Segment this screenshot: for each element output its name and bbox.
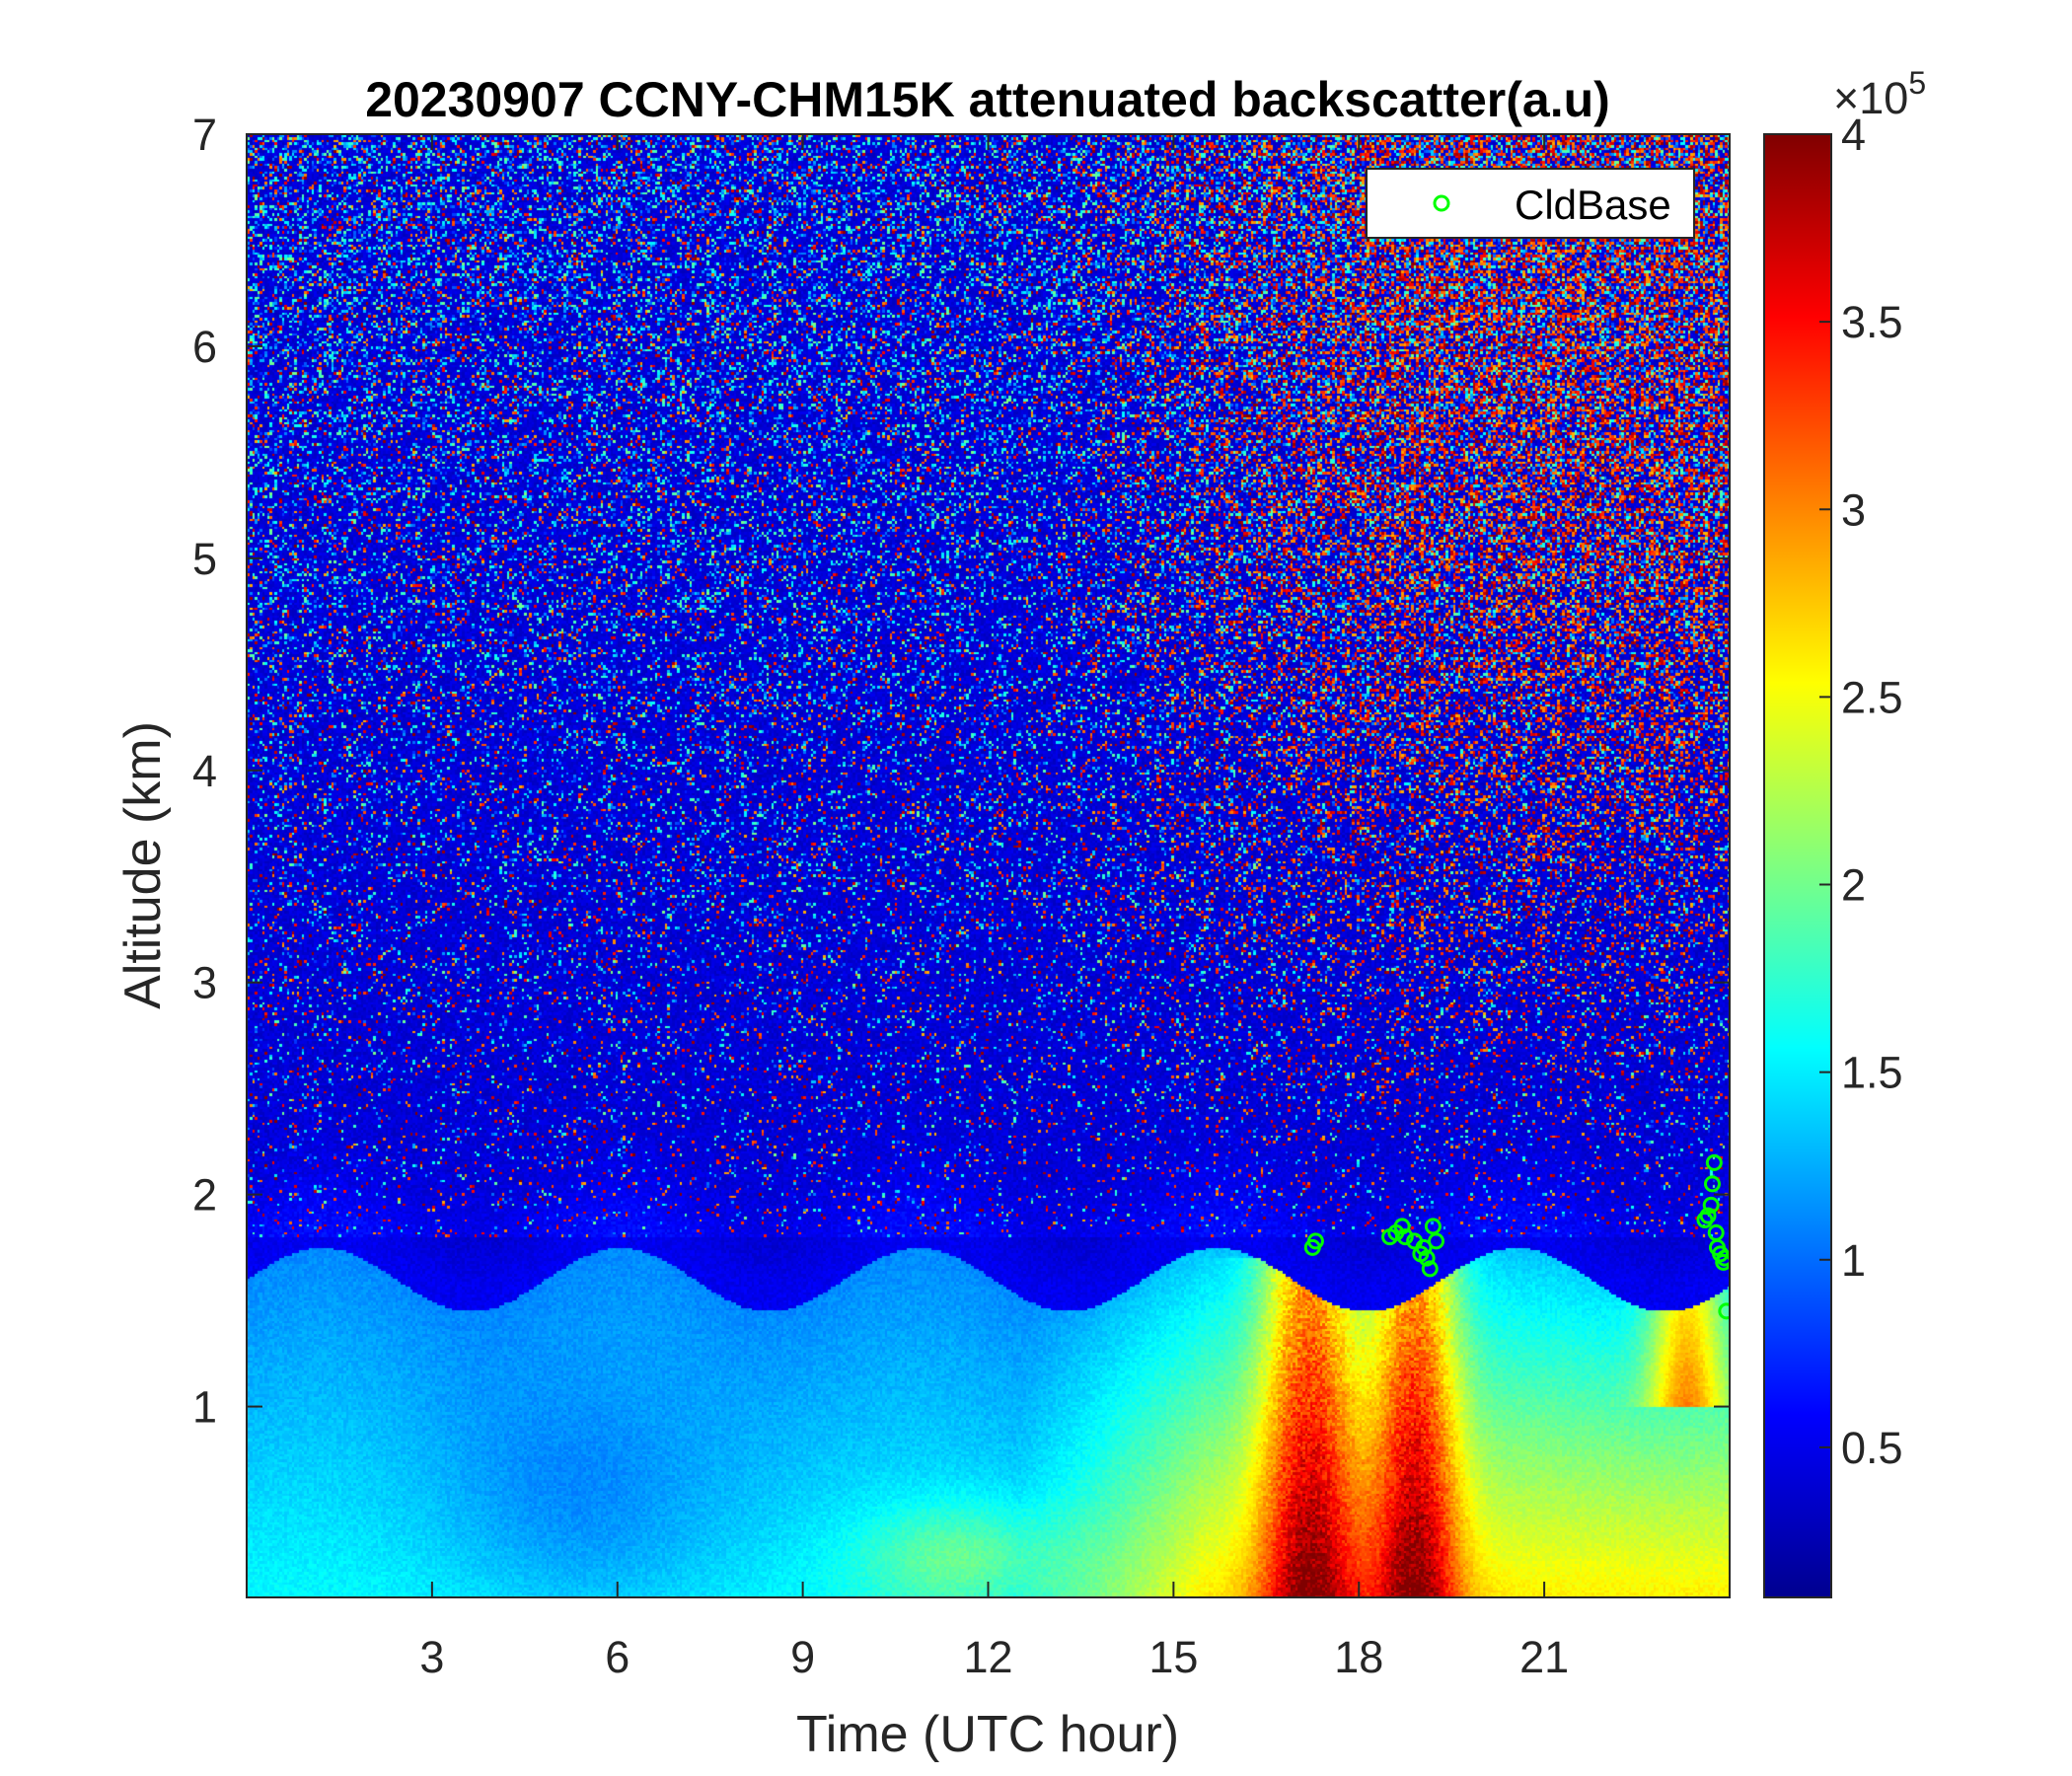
colorbar-exponent-power: 5 [1908,65,1926,101]
y-axis: 1 2 3 4 5 6 7 [192,110,1730,1433]
cloud-base-point [1396,1228,1414,1246]
y-tick-label: 3 [192,958,217,1008]
cloud-base-series [1303,1153,1730,1320]
x-axis: 3 6 9 12 15 18 21 [419,134,1569,1682]
x-tick-label: 21 [1519,1632,1569,1682]
cloud-base-point [1421,1260,1439,1278]
cloud-base-point [1306,1232,1324,1250]
colorbar-tick-label: 4 [1841,110,1866,160]
colorbar-ticks: 0.5 1 1.5 2 2.5 3 3.5 4 [1819,110,1903,1473]
colorbar: 0.5 1 1.5 2 2.5 3 3.5 4 ×105 [1763,65,1926,1598]
colorbar-tick-label: 2.5 [1841,672,1903,722]
y-tick-label: 7 [192,110,217,160]
legend-entry-cldbase: CldBase [1515,182,1671,228]
colorbar-tick-label: 0.5 [1841,1423,1903,1473]
x-tick-label: 12 [963,1632,1012,1682]
x-axis-label: Time (UTC hour) [796,1706,1179,1763]
cloud-base-point [1428,1232,1445,1250]
legend: CldBase [1366,168,1695,239]
cloud-base-point [1393,1218,1411,1235]
x-tick-label: 18 [1334,1632,1383,1682]
colorbar-tick-label: 2 [1841,860,1866,911]
cloud-base-point [1703,1175,1721,1193]
colorbar-exponent-base: ×10 [1833,73,1908,123]
legend-marker-cldbase [1433,194,1450,212]
x-tick-label: 9 [790,1632,815,1682]
cloud-base-point [1705,1153,1723,1171]
y-tick-label: 6 [192,322,217,372]
cloud-base-point [1424,1218,1442,1235]
legend-box [1366,168,1695,239]
x-tick-label: 15 [1148,1632,1198,1682]
colorbar-tick-label: 3.5 [1841,297,1903,347]
x-tick-label: 6 [605,1632,629,1682]
cloud-base-point [1699,1207,1717,1224]
y-tick-label: 1 [192,1382,217,1433]
cloud-base-point [1718,1302,1730,1320]
colorbar-gradient [1763,133,1832,1598]
colorbar-tick-label: 1.5 [1841,1048,1903,1098]
y-tick-label: 5 [192,534,217,584]
y-tick-label: 4 [192,746,217,796]
colorbar-tick-label: 1 [1841,1235,1866,1286]
cloud-base-point [1712,1245,1730,1263]
x-tick-label: 3 [419,1632,444,1682]
cloud-base-point [1702,1196,1720,1214]
y-tick-label: 2 [192,1170,217,1221]
y-axis-label: Altitude (km) [114,721,172,1009]
colorbar-tick-label: 3 [1841,484,1866,535]
cloud-base-point [1418,1249,1436,1267]
chart-title: 20230907 CCNY-CHM15K attenuated backscat… [365,72,1610,127]
heatmap-canvas-holder [247,134,1730,1597]
cloud-base-point [1715,1253,1730,1271]
colorbar-exponent: ×105 [1833,65,1926,123]
backscatter-heatmap [247,134,1730,1597]
cloud-base-point [1716,1249,1730,1267]
